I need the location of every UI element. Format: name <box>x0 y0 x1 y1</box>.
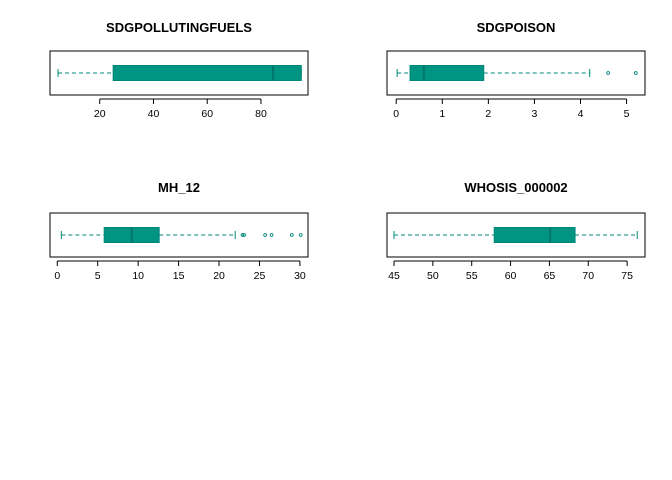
x-tick-label: 50 <box>427 270 439 282</box>
panel-title: SDGPOISON <box>477 20 556 35</box>
outlier-point <box>289 233 294 237</box>
outlier-point <box>240 233 245 237</box>
x-tick-label: 25 <box>254 270 266 282</box>
x-tick-label: 5 <box>624 108 630 120</box>
plot-frame <box>49 50 309 96</box>
outlier-point <box>263 233 267 237</box>
x-tick-label: 10 <box>132 270 144 282</box>
plot-frame <box>386 212 646 258</box>
x-tick-label: 70 <box>582 270 594 282</box>
boxplot-panel-4: WHOSIS_000002 45 50 55 60 65 70 75 <box>386 180 646 282</box>
x-tick-label: 80 <box>255 108 267 120</box>
boxplot-panel-3: MH_12 0 5 10 15 20 25 30 <box>49 180 309 282</box>
x-tick-label: 60 <box>201 108 213 120</box>
outlier-point <box>242 233 246 237</box>
x-tick-label: 20 <box>213 270 225 282</box>
panel-title: MH_12 <box>158 180 200 195</box>
outlier-point <box>606 71 610 75</box>
x-tick-label: 45 <box>388 270 400 282</box>
x-tick-label: 4 <box>578 108 584 120</box>
x-tick-label: 2 <box>485 108 491 120</box>
outlier-point <box>633 71 638 75</box>
plot-frame <box>386 50 646 96</box>
x-tick-label: 3 <box>532 108 538 120</box>
x-tick-label: 0 <box>393 108 399 120</box>
x-tick-label: 1 <box>439 108 445 120</box>
outlier-point <box>298 233 303 237</box>
x-tick-label: 40 <box>148 108 160 120</box>
plot-frame <box>49 212 309 258</box>
x-tick-label: 65 <box>544 270 556 282</box>
iqr-box <box>493 227 576 243</box>
boxplot-panel-1: SDGPOLLUTINGFUELS 20 40 60 80 <box>49 20 309 120</box>
x-tick-label: 30 <box>294 270 306 282</box>
x-tick-label: 0 <box>54 270 60 282</box>
panel-title: SDGPOLLUTINGFUELS <box>106 20 252 35</box>
x-tick-label: 60 <box>505 270 517 282</box>
outlier-point <box>269 233 274 237</box>
x-tick-label: 15 <box>173 270 185 282</box>
iqr-box <box>409 65 485 81</box>
boxplot-panel-2: SDGPOISON 0 1 2 3 4 5 <box>386 20 646 120</box>
x-tick-label: 20 <box>94 108 106 120</box>
panel-title: WHOSIS_000002 <box>464 180 567 195</box>
x-tick-label: 75 <box>621 270 633 282</box>
x-tick-label: 55 <box>466 270 478 282</box>
x-tick-label: 5 <box>95 270 101 282</box>
iqr-box <box>112 65 302 81</box>
